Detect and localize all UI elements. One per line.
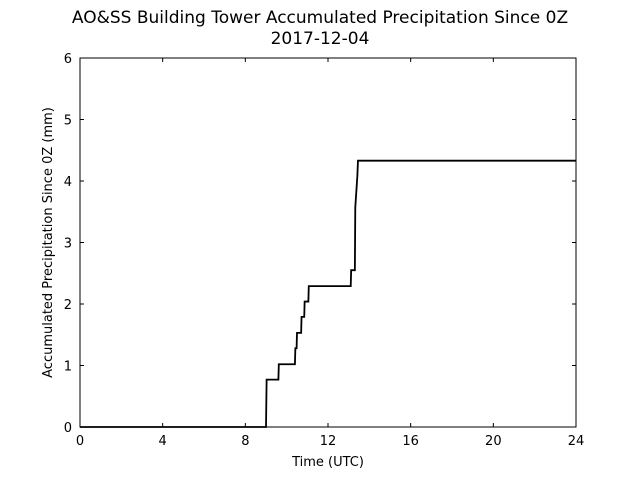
y-tick-label: 6 bbox=[64, 52, 72, 67]
chart-subtitle: 2017-12-04 bbox=[270, 29, 370, 49]
y-tick-label: 2 bbox=[64, 298, 72, 313]
x-tick-label: 20 bbox=[485, 434, 502, 449]
x-tick-label: 8 bbox=[241, 434, 249, 449]
x-axis-label: Time (UTC) bbox=[291, 455, 364, 470]
x-tick-label: 4 bbox=[159, 434, 167, 449]
x-tick-label: 12 bbox=[320, 434, 337, 449]
x-tick-label: 0 bbox=[76, 434, 84, 449]
y-tick-label: 0 bbox=[64, 421, 72, 436]
y-tick-label: 3 bbox=[64, 237, 72, 252]
y-tick-label: 4 bbox=[64, 175, 72, 190]
y-tick-label: 1 bbox=[64, 360, 72, 375]
y-axis-label: Accumulated Precipitation Since 0Z (mm) bbox=[41, 107, 56, 378]
plot-area-frame bbox=[79, 57, 577, 428]
x-tick-label: 24 bbox=[568, 434, 585, 449]
chart-title: AO&SS Building Tower Accumulated Precipi… bbox=[71, 8, 569, 28]
precipitation-line-0 bbox=[80, 159, 576, 428]
x-tick-label: 16 bbox=[402, 434, 419, 449]
y-tick-label: 5 bbox=[64, 114, 72, 129]
